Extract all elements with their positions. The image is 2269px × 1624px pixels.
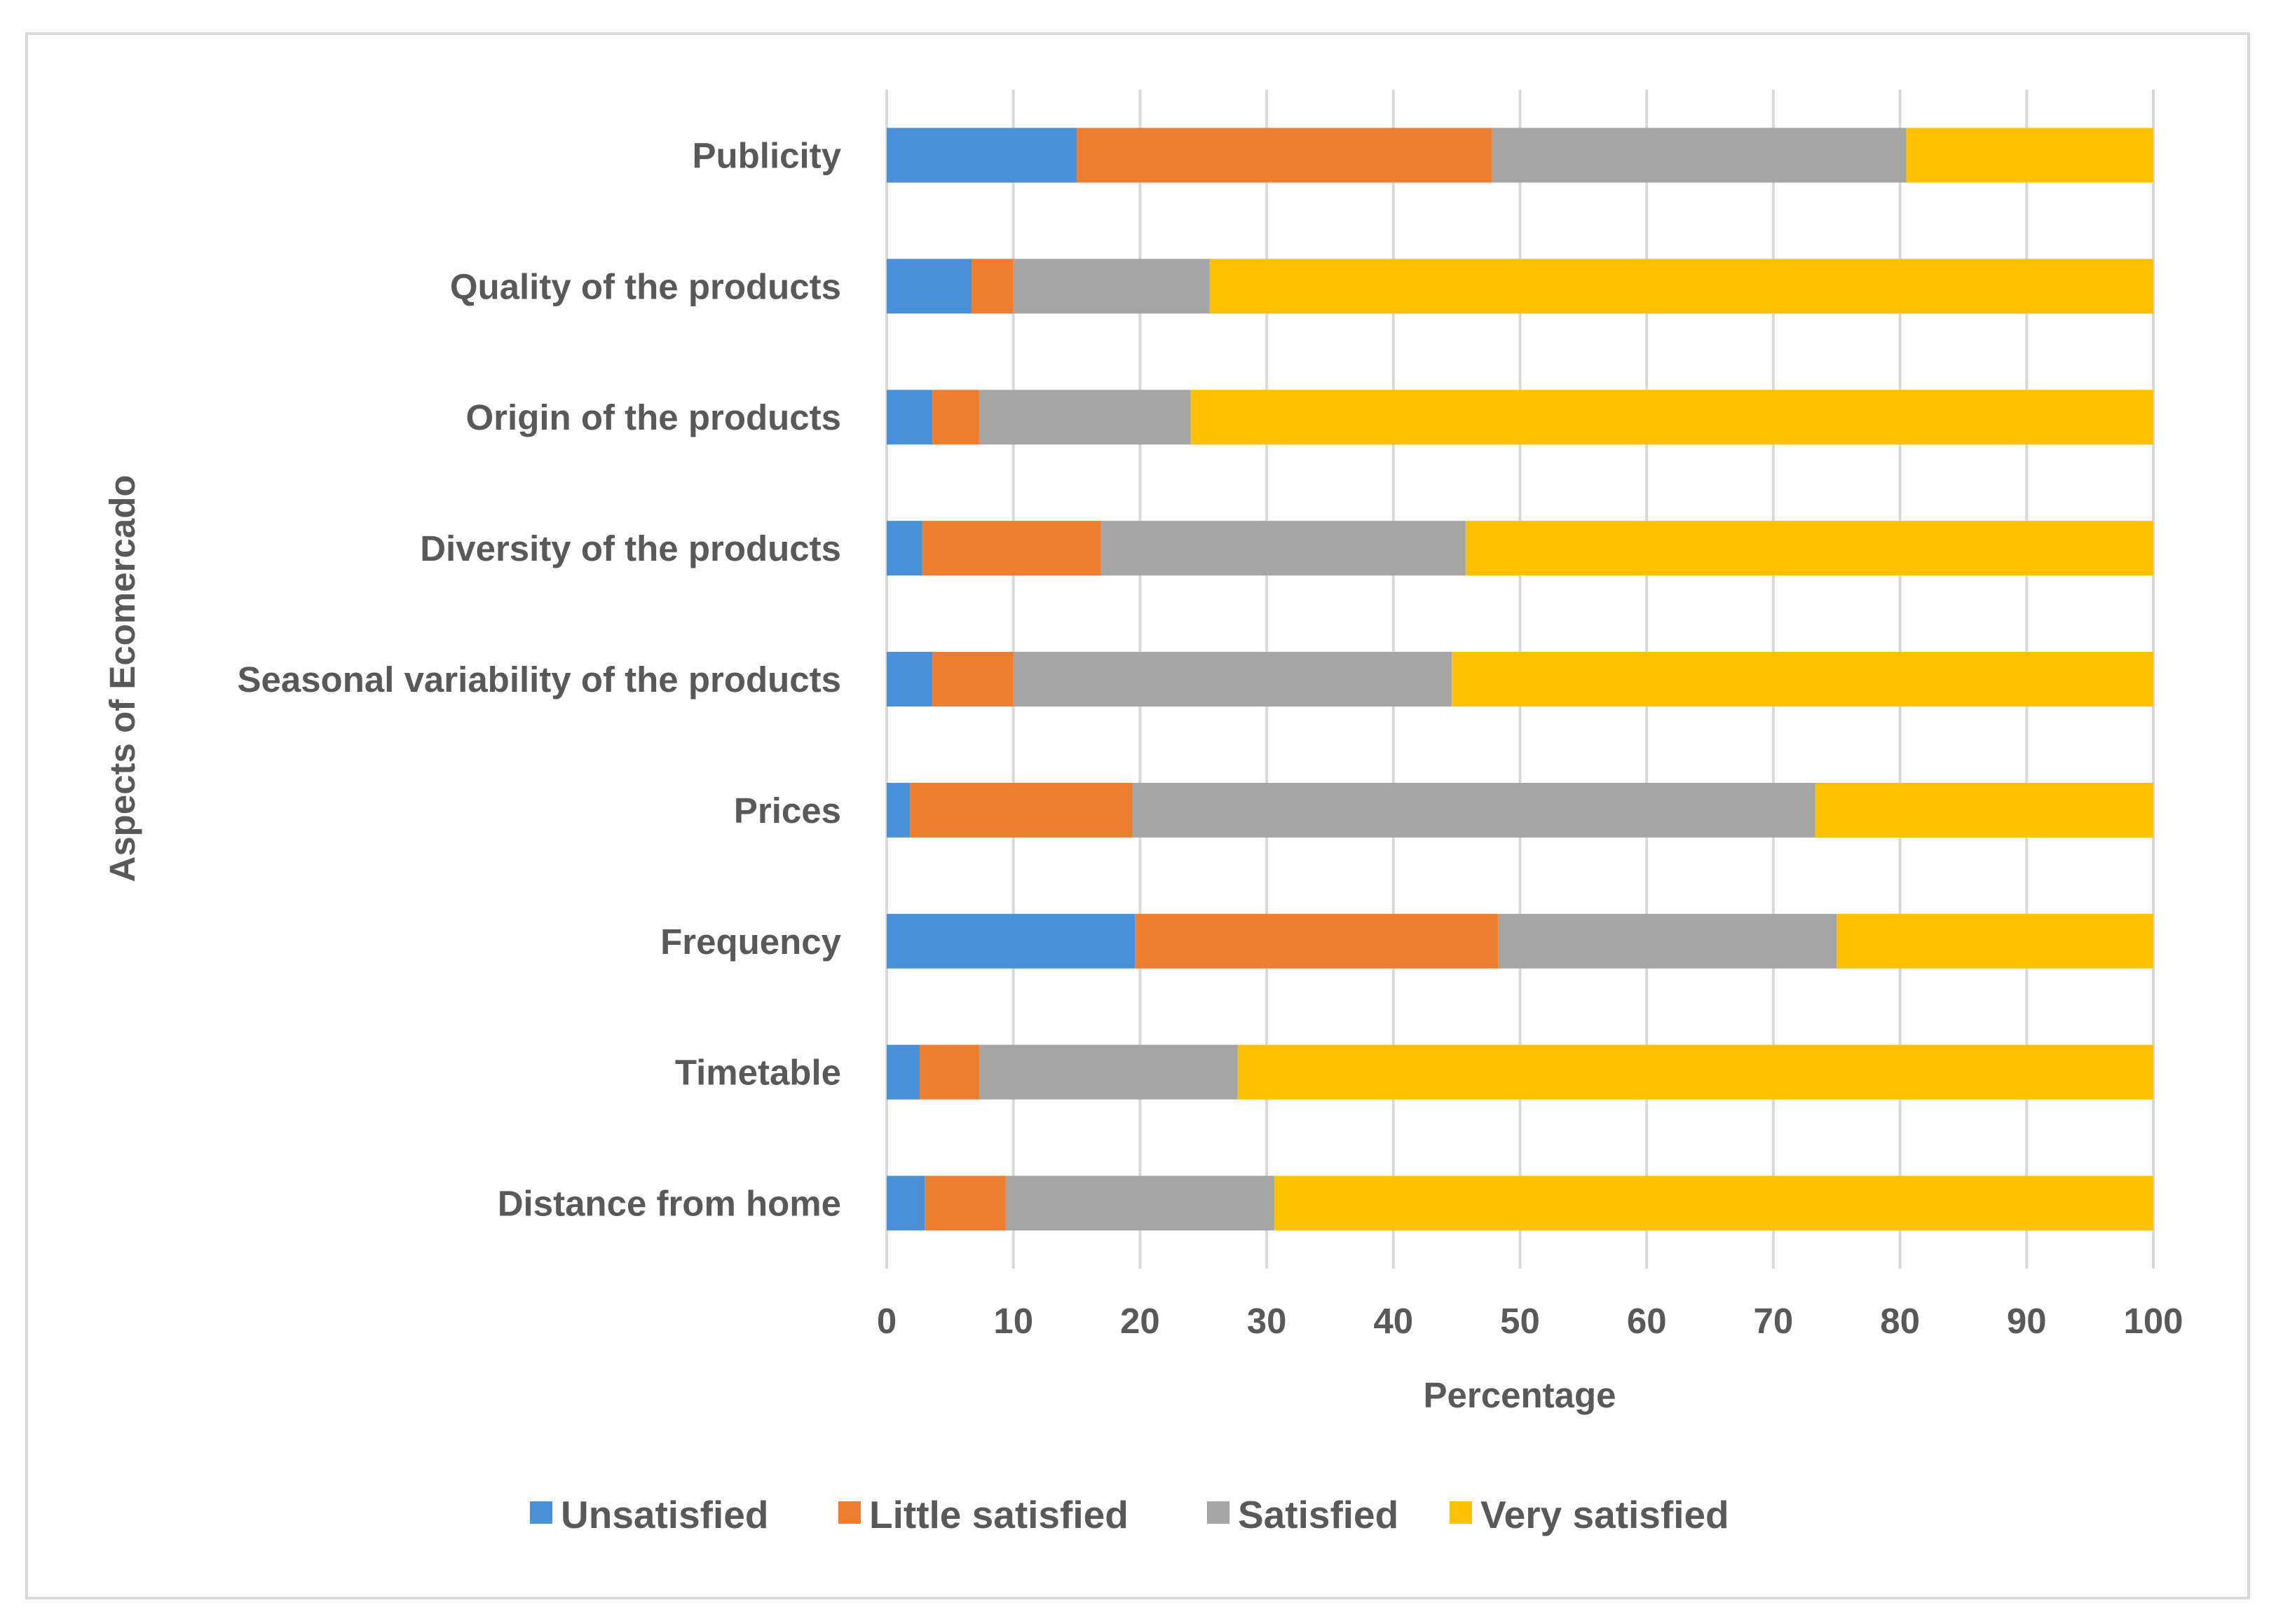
bar-frequency-unsatisfied [887, 913, 1136, 969]
x-axis-title: Percentage [1424, 1375, 1616, 1415]
bar-timetable-very-satisfied [1237, 1044, 2153, 1100]
bar-origin-of-the-products-unsatisfied [887, 390, 933, 445]
bar-publicity-very-satisfied [1906, 128, 2153, 183]
legend: Unsatisfied Little satisfied Satisfied Very… [530, 1493, 1729, 1536]
x-tick-label-80: 80 [1880, 1301, 1920, 1341]
x-tick-label-0: 0 [877, 1301, 897, 1341]
legend-swatch-very-satisfied [1450, 1501, 1472, 1524]
bar-origin-of-the-products-very-satisfied [1190, 390, 2153, 445]
x-tick-label-10: 10 [993, 1301, 1033, 1341]
bar-diversity-of-the-products-little-satisfied [922, 521, 1101, 576]
category-labels: Publicity Quality of the products Origin o… [237, 135, 841, 1223]
legend-label-very-satisfied: Very satisfied [1480, 1493, 1729, 1536]
legend-label-unsatisfied: Unsatisfied [561, 1493, 768, 1536]
bar-origin-of-the-products-satisfied [979, 390, 1191, 445]
bar-timetable-satisfied [979, 1044, 1238, 1100]
category-label-prices: Prices [734, 791, 841, 831]
legend-label-little-satisfied: Little satisfied [869, 1493, 1129, 1536]
legend-swatch-unsatisfied [530, 1501, 552, 1524]
bar-seasonal-variability-of-the-products-little-satisfied [932, 652, 1014, 707]
bar-seasonal-variability-of-the-products-satisfied [1013, 652, 1452, 707]
category-label-diversity-of-the-products: Diversity of the products [420, 528, 841, 568]
category-label-frequency: Frequency [660, 922, 842, 962]
bar-diversity-of-the-products-unsatisfied [887, 521, 922, 576]
bar-prices-little-satisfied [909, 782, 1133, 838]
bar-publicity-unsatisfied [887, 128, 1077, 183]
x-tick-label-50: 50 [1500, 1301, 1540, 1341]
bar-frequency-very-satisfied [1837, 913, 2153, 969]
bar-quality-of-the-products-satisfied [1013, 259, 1210, 314]
bar-frequency-little-satisfied [1135, 913, 1499, 969]
bar-diversity-of-the-products-very-satisfied [1465, 521, 2153, 576]
bar-prices-unsatisfied [887, 782, 910, 838]
bar-quality-of-the-products-very-satisfied [1209, 259, 2153, 314]
bar-origin-of-the-products-little-satisfied [932, 390, 979, 445]
bar-timetable-unsatisfied [887, 1044, 920, 1100]
category-label-timetable: Timetable [675, 1053, 841, 1093]
bar-seasonal-variability-of-the-products-unsatisfied [887, 652, 933, 707]
bar-distance-from-home-satisfied [1005, 1175, 1274, 1231]
x-tick-labels: 0 10 20 30 40 50 60 70 80 90 100 [877, 1301, 2183, 1341]
category-label-seasonal-variability-of-the-products: Seasonal variability of the products [237, 660, 841, 700]
x-tick-label-70: 70 [1754, 1301, 1794, 1341]
bar-publicity-satisfied [1492, 128, 1907, 183]
bar-quality-of-the-products-little-satisfied [972, 259, 1014, 314]
x-tick-label-30: 30 [1247, 1301, 1287, 1341]
bars [887, 128, 2153, 1231]
legend-label-satisfied: Satisfied [1238, 1493, 1398, 1536]
bar-distance-from-home-unsatisfied [887, 1175, 925, 1231]
bar-quality-of-the-products-unsatisfied [887, 259, 972, 314]
x-tick-label-90: 90 [2007, 1301, 2047, 1341]
bar-distance-from-home-little-satisfied [925, 1175, 1006, 1231]
category-label-publicity: Publicity [692, 135, 841, 175]
x-tick-label-40: 40 [1373, 1301, 1413, 1341]
legend-swatch-satisfied [1207, 1501, 1229, 1524]
category-label-distance-from-home: Distance from home [498, 1184, 841, 1224]
bar-timetable-little-satisfied [919, 1044, 979, 1100]
bar-prices-very-satisfied [1815, 782, 2153, 838]
bar-frequency-satisfied [1498, 913, 1837, 969]
y-axis-title: Aspects of Ecomercado [102, 475, 142, 882]
bar-diversity-of-the-products-satisfied [1101, 521, 1466, 576]
legend-swatch-little-satisfied [838, 1501, 861, 1524]
bar-prices-satisfied [1132, 782, 1815, 838]
bar-publicity-little-satisfied [1077, 128, 1492, 183]
bar-distance-from-home-very-satisfied [1274, 1175, 2153, 1231]
x-tick-label-60: 60 [1627, 1301, 1667, 1341]
x-tick-label-20: 20 [1120, 1301, 1160, 1341]
bar-seasonal-variability-of-the-products-very-satisfied [1451, 652, 2153, 707]
category-label-origin-of-the-products: Origin of the products [466, 397, 841, 437]
category-label-quality-of-the-products: Quality of the products [450, 266, 841, 306]
x-tick-label-100: 100 [2123, 1301, 2183, 1341]
